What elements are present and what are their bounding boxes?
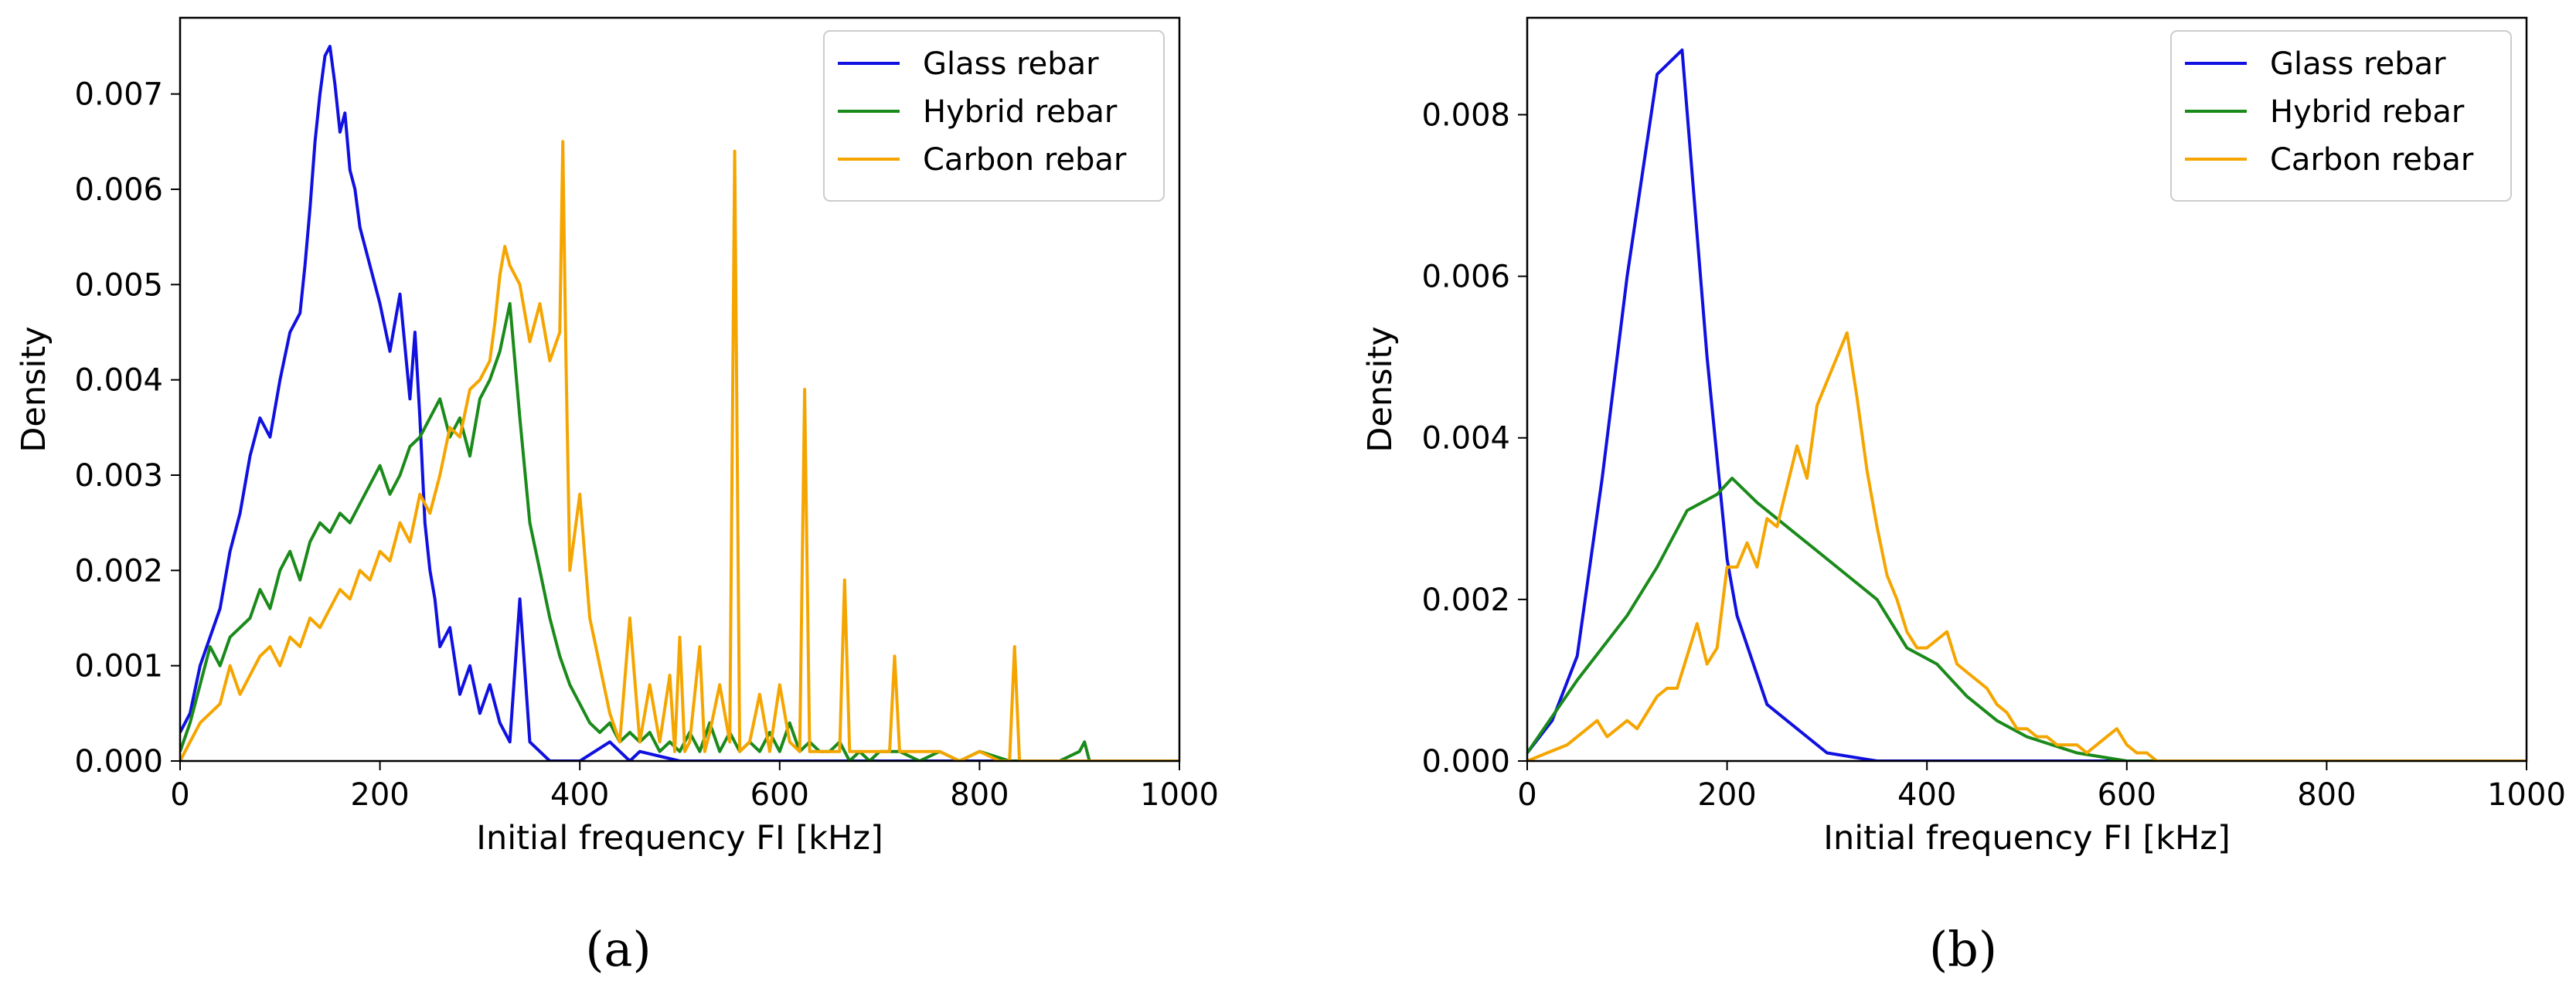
axes-frame	[1526, 16, 2528, 763]
legend-box	[823, 30, 1165, 202]
y-tick-label: 0.003	[74, 458, 163, 494]
x-tick-label: 400	[550, 777, 609, 813]
y-tick-label: 0.002	[74, 553, 163, 589]
y-tick-label: 0.008	[1421, 97, 1510, 133]
x-tick-label: 600	[2098, 777, 2156, 813]
y-tick-label: 0.004	[74, 363, 163, 399]
panel-a: 0 200 400 600 800 1000 0.000 0.001 0.002 0.003 0.0…	[15, 16, 1219, 977]
x-tick-label: 400	[1897, 777, 1956, 813]
y-tick-label: 0.005	[74, 267, 163, 303]
series-line-glass-rebar	[180, 45, 1179, 761]
legend-label: Glass rebar	[2270, 46, 2446, 82]
series-line-carbon-rebar	[180, 140, 1179, 761]
x-axis-label: Initial frequency FI [kHz]	[1823, 819, 2230, 858]
y-tick-label: 0.000	[1421, 744, 1510, 780]
x-tick-label: 0	[170, 777, 189, 813]
legend-label: Hybrid rebar	[2270, 94, 2465, 130]
legend-label: Carbon rebar	[923, 142, 1127, 178]
series-line-carbon-rebar	[1527, 331, 2527, 761]
y-tick-label: 0.006	[74, 172, 163, 208]
series-line-hybrid-rebar	[180, 302, 1179, 761]
y-tick-label: 0.002	[1421, 583, 1510, 618]
x-axis-label: Initial frequency FI [kHz]	[476, 819, 883, 858]
legend-label: Glass rebar	[923, 46, 1099, 82]
y-tick-label: 0.001	[74, 649, 163, 685]
y-tick-label: 0.007	[74, 77, 163, 113]
y-tick-label: 0.004	[1421, 421, 1510, 457]
panel-caption: (b)	[1929, 921, 1997, 977]
y-axis-label: Density	[1361, 326, 1400, 452]
series-line-glass-rebar	[1527, 48, 2527, 761]
series-group	[180, 45, 1179, 761]
series-line-hybrid-rebar	[1527, 477, 2527, 761]
y-axis-label: Density	[15, 326, 53, 452]
x-tick-label: 1000	[1140, 777, 1219, 813]
panel-caption: (a)	[585, 921, 651, 977]
x-tick-label: 800	[2297, 777, 2356, 813]
legend-box	[2170, 30, 2512, 202]
x-tick-label: 600	[750, 777, 809, 813]
x-tick-label: 800	[950, 777, 1009, 813]
panel-b: 0 200 400 600 800 1000 0.000 0.002 0.004 0.006 0.0…	[1361, 16, 2566, 977]
legend-label: Hybrid rebar	[923, 94, 1118, 130]
x-tick-label: 0	[1517, 777, 1536, 813]
x-tick-label: 200	[350, 777, 409, 813]
y-tick-label: 0.006	[1421, 260, 1510, 295]
x-tick-label: 200	[1697, 777, 1756, 813]
axes-frame	[179, 16, 1181, 763]
series-group	[1527, 48, 2527, 761]
x-tick-label: 1000	[2487, 777, 2566, 813]
y-tick-label: 0.000	[74, 744, 163, 780]
legend-label: Carbon rebar	[2270, 142, 2474, 178]
